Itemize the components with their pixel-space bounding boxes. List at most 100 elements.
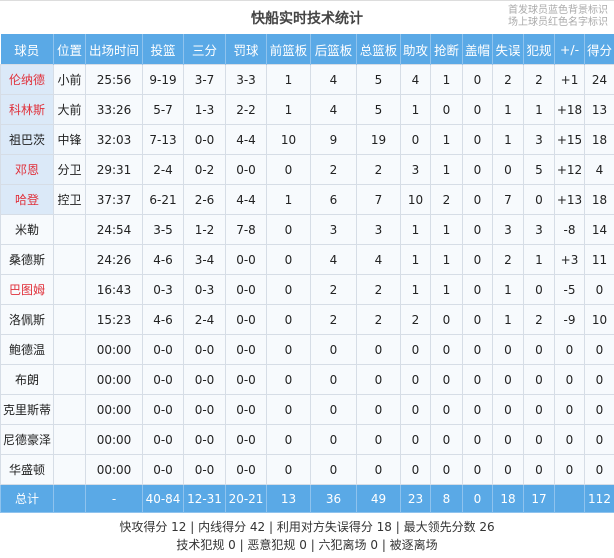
player-name[interactable]: 鲍德温	[0, 334, 54, 365]
stat-cell: 0	[430, 334, 463, 365]
stat-cell: 2	[356, 304, 401, 335]
stat-cell: 0	[400, 334, 431, 365]
stat-cell: +12	[554, 154, 585, 185]
table-row: 华盛顿 00:00 0-0 0-0 0-0 0 0 0 0 0 0 0 0 0 0	[0, 454, 614, 485]
player-name[interactable]: 邓恩	[0, 154, 54, 185]
stat-cell: 24:54	[85, 214, 143, 245]
stat-cell: 4-4	[225, 124, 267, 155]
stat-cell: 0-0	[225, 244, 267, 275]
stat-cell: 0	[430, 424, 463, 455]
stat-cell: 0	[310, 334, 357, 365]
player-name[interactable]: 华盛顿	[0, 454, 54, 485]
stat-cell: 控卫	[53, 184, 86, 215]
stat-cell: 0	[462, 94, 493, 125]
stat-cell: 3-7	[183, 64, 226, 95]
stat-cell: 00:00	[85, 334, 143, 365]
stat-cell: 2-4	[142, 154, 184, 185]
stat-cell: 0-0	[142, 334, 184, 365]
player-name[interactable]: 巴图姆	[0, 274, 54, 305]
stat-cell: 0	[266, 394, 311, 425]
total-cell: 17	[523, 484, 555, 513]
stat-cell: 3-3	[225, 64, 267, 95]
stat-cell: 32:03	[85, 124, 143, 155]
stat-cell: 2-6	[183, 184, 226, 215]
stat-cell: 0-2	[183, 154, 226, 185]
player-name[interactable]: 布朗	[0, 364, 54, 395]
stat-cell: +15	[554, 124, 585, 155]
player-name[interactable]: 米勒	[0, 214, 54, 245]
player-name[interactable]: 尼德豪泽	[0, 424, 54, 455]
stat-cell	[53, 334, 86, 365]
total-cell: 23	[400, 484, 431, 513]
stat-cell: -8	[554, 214, 585, 245]
stat-cell	[53, 394, 86, 425]
table-row: 科林斯 大前 33:26 5-7 1-3 2-2 1 4 5 1 0 0 1 1 +18 13	[0, 94, 614, 125]
stat-cell: 18	[584, 184, 614, 215]
stat-cell: 0	[310, 424, 357, 455]
player-name[interactable]: 伦纳德	[0, 64, 54, 95]
stat-cell: 2	[430, 184, 463, 215]
stat-cell: 0	[310, 394, 357, 425]
player-name[interactable]: 哈登	[0, 184, 54, 215]
stat-cell: 7-13	[142, 124, 184, 155]
stat-cell: 0-0	[225, 364, 267, 395]
column-header: 盖帽	[462, 34, 493, 65]
stat-cell: 0-0	[225, 154, 267, 185]
stat-cell: 1	[430, 244, 463, 275]
stat-cell: 4	[356, 244, 401, 275]
stat-cell: 0	[584, 334, 614, 365]
stat-cell: 0-0	[225, 424, 267, 455]
stat-cell: 3	[356, 214, 401, 245]
stat-cell: 0	[462, 64, 493, 95]
player-name[interactable]: 洛佩斯	[0, 304, 54, 335]
stat-cell: 0	[266, 364, 311, 395]
stat-cell: 0	[462, 394, 493, 425]
stat-cell: 0	[400, 394, 431, 425]
stat-cell: 2	[310, 274, 357, 305]
stat-cell: 4	[310, 244, 357, 275]
stat-cell: -9	[554, 304, 585, 335]
stat-cell: 1	[430, 214, 463, 245]
stat-cell: 1	[266, 64, 311, 95]
stat-cell: 1	[492, 304, 524, 335]
stat-cell: 0	[523, 424, 555, 455]
stat-cell: 0-0	[142, 394, 184, 425]
stat-cell: 0	[266, 244, 311, 275]
total-cell: 112	[584, 484, 614, 513]
column-header: 三分	[183, 34, 226, 65]
total-cell: 8	[430, 484, 463, 513]
total-cell: 12-31	[183, 484, 226, 513]
stat-cell: 0	[400, 454, 431, 485]
stat-cell: 1-2	[183, 214, 226, 245]
player-name[interactable]: 桑德斯	[0, 244, 54, 275]
stat-cell: 0-0	[225, 394, 267, 425]
stat-cell: 1	[430, 124, 463, 155]
player-name[interactable]: 科林斯	[0, 94, 54, 125]
player-name[interactable]: 祖巴茨	[0, 124, 54, 155]
stat-cell: 0	[266, 334, 311, 365]
stat-cell: 2	[310, 154, 357, 185]
table-row: 鲍德温 00:00 0-0 0-0 0-0 0 0 0 0 0 0 0 0 0 0	[0, 334, 614, 365]
stat-cell: 1	[400, 244, 431, 275]
table-row: 伦纳德 小前 25:56 9-19 3-7 3-3 1 4 5 4 1 0 2 2 +1 24	[0, 64, 614, 95]
stat-cell: 2	[523, 64, 555, 95]
stat-cell: 0	[430, 364, 463, 395]
stat-cell: 0	[492, 424, 524, 455]
stat-cell: 0	[266, 424, 311, 455]
stat-cell: 0	[462, 334, 493, 365]
stat-cell: 0	[462, 124, 493, 155]
table-row: 克里斯蒂 00:00 0-0 0-0 0-0 0 0 0 0 0 0 0 0 0 0	[0, 394, 614, 425]
stat-cell: 0	[554, 334, 585, 365]
player-name[interactable]: 克里斯蒂	[0, 394, 54, 425]
stat-cell: 1	[400, 274, 431, 305]
stat-cell: 1	[266, 184, 311, 215]
stat-cell: 10	[584, 304, 614, 335]
stat-cell: 00:00	[85, 394, 143, 425]
stat-cell: 0-0	[142, 454, 184, 485]
stat-cell: 10	[400, 184, 431, 215]
table-row: 尼德豪泽 00:00 0-0 0-0 0-0 0 0 0 0 0 0 0 0 0 0	[0, 424, 614, 455]
stat-cell: 0	[356, 364, 401, 395]
stat-cell: 0	[310, 454, 357, 485]
total-cell: 13	[266, 484, 311, 513]
page-title: 快船实时技术统计	[251, 11, 363, 27]
